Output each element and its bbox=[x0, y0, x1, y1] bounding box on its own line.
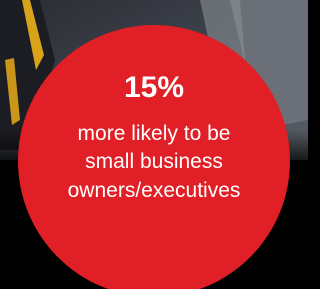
stat-line: owners/executives bbox=[68, 179, 241, 202]
stat-line: small business bbox=[85, 150, 223, 173]
stat-line: more likely to be bbox=[78, 122, 231, 145]
infographic: 15% more likely to be small business own… bbox=[0, 0, 308, 289]
stat-headline: 15% bbox=[124, 71, 184, 104]
